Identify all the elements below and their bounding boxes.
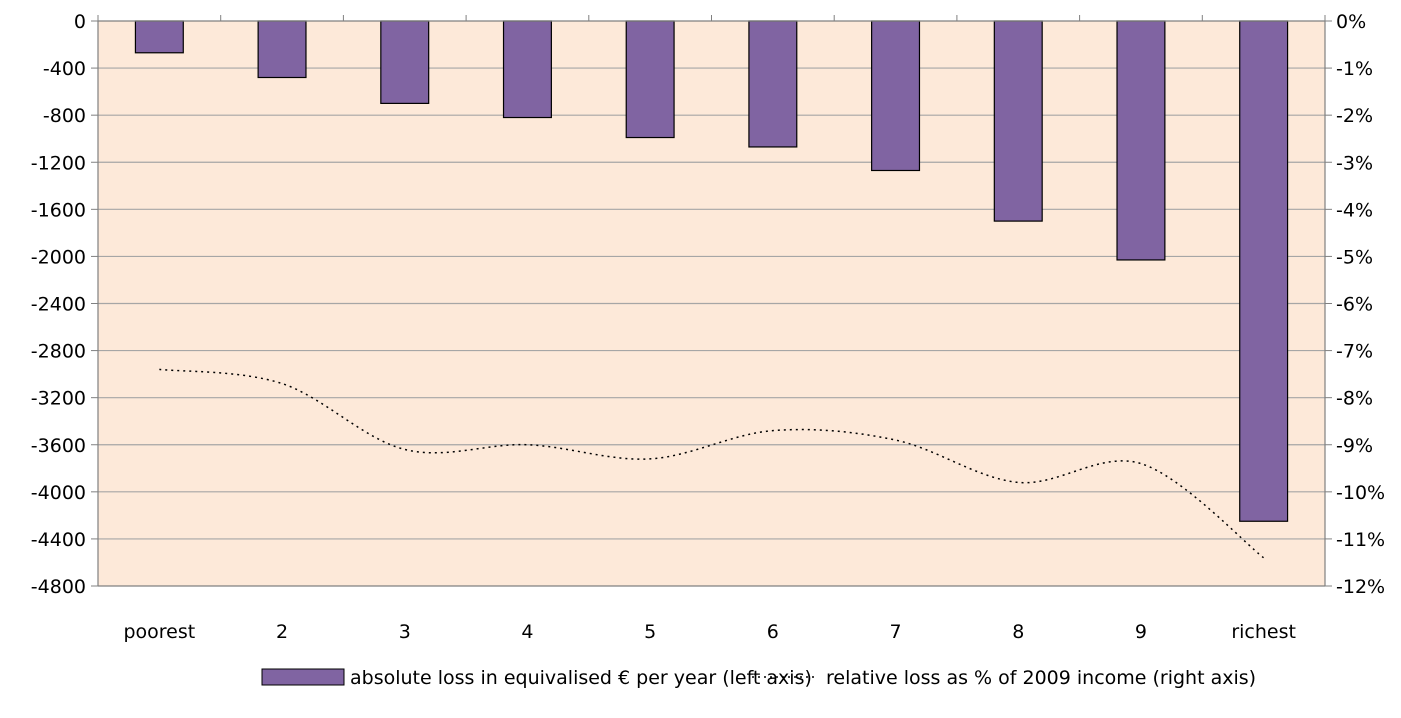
x-tick-label: 6 [767,621,779,643]
left-tick-label: -800 [43,105,86,127]
right-tick-label: -4% [1336,199,1373,221]
left-tick-label: -2000 [31,246,86,268]
left-tick-label: 0 [74,11,86,33]
legend-bar-label: absolute loss in equivalised € per year … [350,667,812,689]
right-tick-label: -11% [1336,529,1385,551]
right-tick-label: -7% [1336,341,1373,363]
bar [1239,20,1289,522]
x-tick-label: 3 [399,621,411,643]
x-tick-label: 4 [521,621,533,643]
right-tick-label: -8% [1336,388,1373,410]
left-tick-label: -4800 [31,576,86,598]
right-tick-label: 0% [1336,11,1366,33]
right-tick-label: -1% [1336,58,1373,80]
x-tick-label: 8 [1012,621,1024,643]
left-tick-label: -1600 [31,199,86,221]
x-tick-label: 5 [644,621,656,643]
legend: absolute loss in equivalised € per year … [261,667,1256,689]
right-tick-label: -6% [1336,294,1373,316]
legend-line-label: relative loss as % of 2009 income (right… [826,667,1256,689]
right-axis-tick-labels: 0% -1% -2% -3% -4% -5% -6% -7% -8% -9% -10% -11% -12… [1336,11,1385,598]
left-tick-label: -3600 [31,435,86,457]
x-tick-label: 2 [276,621,288,643]
bar [134,20,184,54]
right-tick-label: -12% [1336,576,1385,598]
right-tick-label: -3% [1336,152,1373,174]
bar [625,20,675,139]
x-tick-label: poorest [123,621,195,643]
bar [502,20,552,119]
right-tick-label: -10% [1336,482,1385,504]
x-tick-label: 9 [1135,621,1147,643]
x-axis-tick-labels: poorest 2 3 4 5 6 7 8 9 richest [123,621,1295,643]
legend-bar-swatch [261,668,345,686]
bar [871,20,921,172]
axes [91,15,1332,587]
left-axis-tick-labels: 0 -400 -800 -1200 -1600 -2000 -2400 -2800 -3200 -… [31,11,86,598]
right-tick-label: -9% [1336,435,1373,457]
bar [748,20,798,148]
left-tick-label: -1200 [31,152,86,174]
bars [134,20,1289,522]
bar [1116,20,1166,261]
bar [257,20,307,79]
left-tick-label: -2400 [31,294,86,316]
relative-loss-line [159,368,1265,559]
left-tick-label: -4400 [31,529,86,551]
right-tick-label: -5% [1336,246,1373,268]
left-tick-label: -3200 [31,388,86,410]
x-tick-label: richest [1231,621,1296,643]
left-tick-label: -4000 [31,482,86,504]
gridlines [98,67,1325,540]
right-tick-label: -2% [1336,105,1373,127]
left-tick-label: -400 [43,58,86,80]
bar [993,20,1043,222]
bar [380,20,430,104]
x-tick-label: 7 [890,621,902,643]
left-tick-label: -2800 [31,341,86,363]
